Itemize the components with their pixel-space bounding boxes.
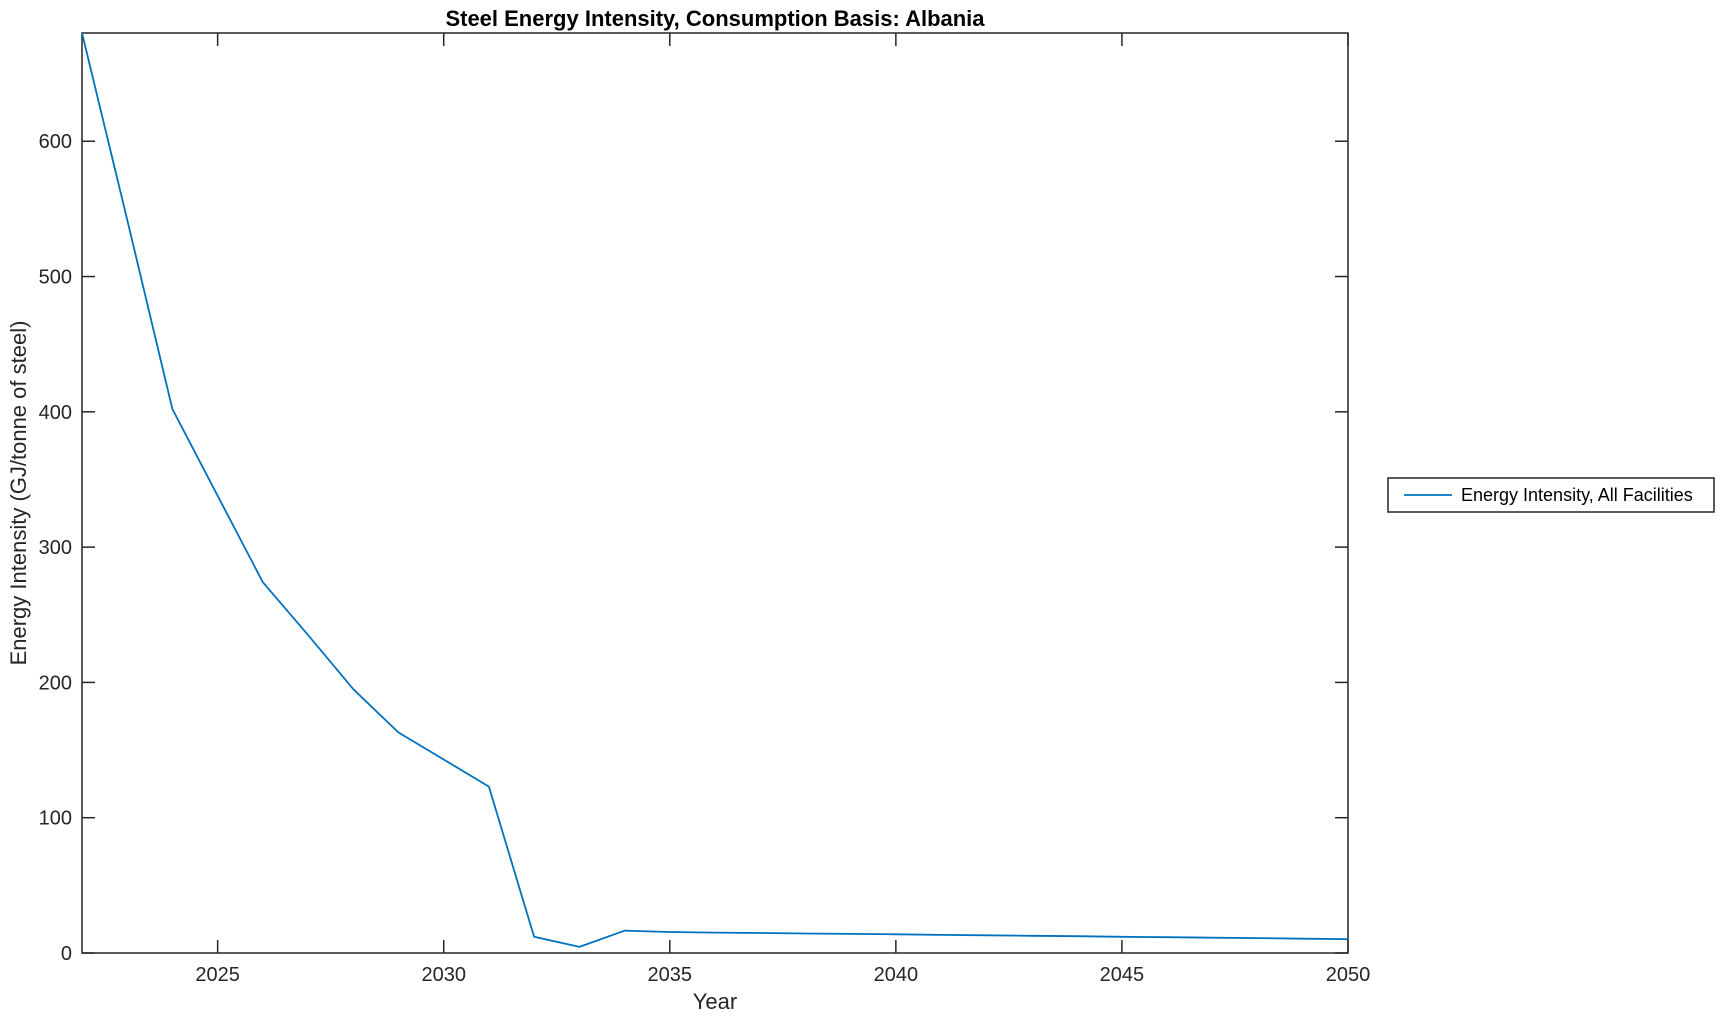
x-tick-label: 2030 (421, 964, 466, 986)
x-tick-label: 2050 (1326, 964, 1371, 986)
plot-area: 2025 2030 2035 2040 2045 2050 0 100 200 300 400 500… (39, 32, 1371, 986)
y-axis-label: Energy Intensity (GJ/tonne of steel) (6, 321, 31, 666)
y-tick-label: 400 (39, 402, 72, 424)
x-tick-label: 2025 (195, 964, 240, 986)
x-tick-label: 2045 (1100, 964, 1145, 986)
x-tick-label: 2035 (648, 964, 693, 986)
y-tick-label: 100 (39, 808, 72, 830)
y-tick-label: 600 (39, 131, 72, 153)
y-tick-label: 300 (39, 537, 72, 559)
axes-box (81, 32, 1349, 954)
chart-title: Steel Energy Intensity, Consumption Basi… (445, 6, 985, 31)
x-axis-label: Year (693, 989, 737, 1014)
y-tick-label: 0 (61, 943, 72, 965)
legend-label: Energy Intensity, All Facilities (1461, 485, 1693, 505)
y-tick-label: 200 (39, 672, 72, 694)
x-tick-label: 2040 (874, 964, 919, 986)
y-tick-label: 500 (39, 267, 72, 289)
legend: Energy Intensity, All Facilities (1387, 477, 1715, 513)
energy-intensity-line (81, 32, 1349, 948)
